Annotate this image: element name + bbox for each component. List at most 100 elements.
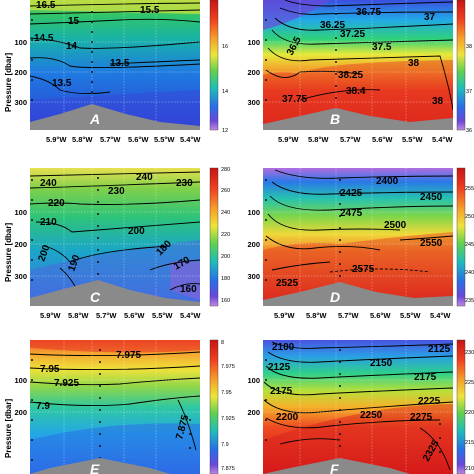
contour-label-b-36-25: 36.25 <box>320 20 345 31</box>
contour-label-f-2250: 2250 <box>360 410 383 421</box>
svg-text:5.4°W: 5.4°W <box>430 311 451 320</box>
contour-f-2 <box>267 351 453 363</box>
contour-d-1 <box>274 169 453 179</box>
contour-label-d-2500: 2500 <box>384 220 407 231</box>
svg-text:5.4°W: 5.4°W <box>432 135 453 144</box>
svg-text:5.4°W: 5.4°W <box>180 311 201 320</box>
contour-label-d-2475: 2475 <box>340 208 363 219</box>
contour-d-2 <box>271 181 453 195</box>
contour-label-c-240b: 240 <box>136 172 153 183</box>
panel-label-a: A <box>89 111 100 127</box>
cbtick-e-7-875: 7.875 <box>221 466 235 472</box>
stations-c <box>31 177 99 281</box>
seafloor-d <box>263 282 453 306</box>
ylabel-a: Pressure [dbar] <box>4 53 13 112</box>
contour-label-e-7-975: 7.975 <box>116 350 141 361</box>
ylabel-c: Pressure [dbar] <box>4 223 13 282</box>
seafloor-c <box>30 280 200 306</box>
contour-label-d-2550: 2550 <box>420 238 443 249</box>
ytick-b-100: 100 <box>247 38 260 47</box>
contour-label-f-2225: 2225 <box>418 396 441 407</box>
svg-text:5.6°W: 5.6°W <box>128 135 149 144</box>
contour-c-3 <box>30 199 200 205</box>
contour-label-b-37-5: 37.5 <box>372 42 392 53</box>
panel-label-c: C <box>90 289 101 305</box>
cbtick-a-14: 14 <box>222 89 228 95</box>
cbtick-a-16: 16 <box>222 44 228 50</box>
contour-d-3 <box>269 195 453 211</box>
panel-e-field <box>30 340 200 474</box>
contour-f-8 <box>419 427 451 471</box>
panel-f-red-deep <box>263 404 453 474</box>
ytick-f-100: 100 <box>247 376 260 385</box>
svg-text:5.8°W: 5.8°W <box>308 135 329 144</box>
contour-label-a-14-5: 14.5 <box>34 33 54 44</box>
cbtick-b-36: 36 <box>466 128 472 134</box>
cbtick-c-240: 240 <box>221 210 230 216</box>
ytick-d-200: 200 <box>247 240 260 249</box>
svg-text:5.5°W: 5.5°W <box>402 135 423 144</box>
contour-d-7 <box>271 261 331 271</box>
contour-label-a-15: 15 <box>68 16 80 27</box>
contour-label-f-2175b: 2175 <box>270 386 293 397</box>
cbtick-e-7-975: 7.975 <box>221 364 235 370</box>
contour-a-2 <box>30 9 200 15</box>
contour-label-b-38-4: 38.4 <box>346 86 366 97</box>
contour-d-6 <box>399 235 453 241</box>
svg-text:5.7°W: 5.7°W <box>340 135 361 144</box>
cbtick-d-2450: 2450 <box>465 242 474 248</box>
svg-text:5.7°W: 5.7°W <box>338 311 359 320</box>
svg-text:5.8°W: 5.8°W <box>72 135 93 144</box>
ytick-f-200: 200 <box>247 408 260 417</box>
cbtick-c-160: 160 <box>221 298 230 304</box>
contour-a-1 <box>30 2 200 7</box>
contour-label-b-36-75: 36.75 <box>356 7 381 18</box>
ytick-b-200: 200 <box>247 68 260 77</box>
colorbar-b <box>456 0 466 131</box>
ytick-c-100: 100 <box>14 208 27 217</box>
cbtick-c-280: 280 <box>221 167 230 173</box>
contour-f-6 <box>265 417 441 429</box>
contour-label-b-38: 38 <box>408 58 420 69</box>
contour-e-5 <box>177 399 197 451</box>
contour-b-1 <box>284 0 453 7</box>
ylabel-e: Pressure [dbar] <box>4 399 13 458</box>
contour-label-c-160: 160 <box>180 284 197 295</box>
contour-c-1 <box>30 171 200 177</box>
ytick-c-200: 200 <box>14 240 27 249</box>
contour-label-a-16-5: 16.5 <box>36 0 56 11</box>
contour-label-b-37-75: 37.75 <box>282 94 307 105</box>
contour-label-c-230b: 230 <box>176 178 193 189</box>
contour-a-3 <box>30 18 200 25</box>
svg-text:5.4°W: 5.4°W <box>180 135 201 144</box>
contour-label-e-7-95: 7.95 <box>40 364 60 375</box>
contour-f-4 <box>263 381 453 396</box>
cbtick-c-260: 260 <box>221 188 230 194</box>
colorbar-e <box>209 339 219 474</box>
colorbar-a <box>209 0 219 131</box>
cbtick-b-38: 38 <box>466 44 472 50</box>
panel-label-e: E <box>90 461 100 474</box>
cbtick-c-180: 180 <box>221 276 230 282</box>
contour-label-f-2150: 2150 <box>370 358 393 369</box>
contour-label-b-38b: 38 <box>432 96 444 107</box>
seafloor-a <box>30 104 200 130</box>
xticks-a: 5.9°W 5.8°W 5.7°W 5.6°W 5.5°W 5.4°W <box>46 135 201 144</box>
contour-label-d-2425: 2425 <box>340 188 363 199</box>
panel-b: 36.75 37 37.25 37.5 38 38.25 38.4 38 37.… <box>247 0 472 144</box>
contour-f-7 <box>279 438 341 445</box>
stations-a <box>31 11 93 101</box>
panel-e-red-top <box>30 340 200 353</box>
svg-text:5.5°W: 5.5°W <box>152 311 173 320</box>
contour-c-8 <box>169 283 200 291</box>
panel-label-f: F <box>330 461 339 474</box>
panel-a: 16.5 15.5 15 14.5 14 13.5 13.5 A 100 200… <box>4 0 228 144</box>
contour-label-f-2125b: 2125 <box>268 362 291 373</box>
svg-text:5.9°W: 5.9°W <box>40 311 61 320</box>
ytick-d-300: 300 <box>247 272 260 281</box>
contour-b-5 <box>267 47 453 111</box>
ytick-a-300: 300 <box>14 98 27 107</box>
cbtick-f-2200: 2200 <box>465 410 474 416</box>
cbtick-c-220: 220 <box>221 232 230 238</box>
